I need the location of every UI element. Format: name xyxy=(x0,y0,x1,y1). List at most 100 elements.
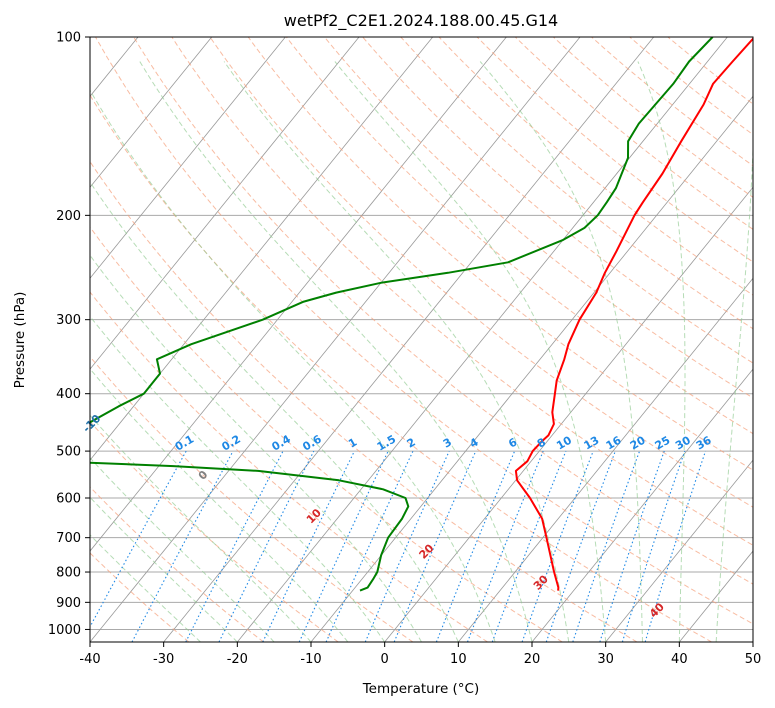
y-tick-label: 600 xyxy=(56,492,81,507)
isotherm xyxy=(310,95,753,642)
dry-adiabat xyxy=(400,37,753,330)
dry-adiabat xyxy=(476,37,753,263)
dry-adiabat-label: 40 xyxy=(647,600,667,620)
dry-adiabat xyxy=(133,37,753,585)
isotherm xyxy=(90,37,434,461)
dry-adiabat xyxy=(247,37,753,471)
moist-adiabat xyxy=(90,457,275,642)
mixing-ratio-line xyxy=(466,450,544,642)
series-layer xyxy=(90,37,753,592)
y-tick-label: 900 xyxy=(56,596,81,611)
dry-adiabat xyxy=(90,355,414,642)
mixing-ratio-label: 3 xyxy=(441,436,454,451)
plot-frame xyxy=(89,36,754,643)
x-tick-label: 50 xyxy=(745,652,762,667)
mixing-ratio-label: 20 xyxy=(628,433,648,452)
mixing-ratio-line xyxy=(545,450,616,642)
mixing-ratio-line xyxy=(218,450,315,642)
mixing-ratio-label: 16 xyxy=(604,433,624,452)
moist-adiabat xyxy=(90,315,386,642)
dry-adiabat xyxy=(90,486,264,642)
moist-adiabat xyxy=(90,496,238,642)
mixing-ratio-label: 0.6 xyxy=(300,432,324,453)
y-axis-label: Pressure (hPa) xyxy=(12,292,28,389)
series-line-2 xyxy=(90,37,714,592)
isotherm xyxy=(531,368,753,642)
dry-adiabat-label: 30 xyxy=(531,572,551,592)
dry-adiabat xyxy=(90,291,488,642)
mixing-ratio-label: 0.1 xyxy=(173,433,196,454)
isotherm xyxy=(90,37,213,188)
mixing-ratio-label: 30 xyxy=(673,433,693,452)
label-layer: 0.1 0.2 0.4 0.6 1 1.5 2 3 4 6 8 10 13 16 20 25 30 36-1001… xyxy=(80,412,714,621)
moist-adiabat xyxy=(479,61,643,642)
dry-adiabat xyxy=(90,94,712,642)
isotherm xyxy=(90,37,286,279)
isotherm xyxy=(384,186,753,642)
x-tick-label: 20 xyxy=(524,652,541,667)
moist-adiabat xyxy=(90,254,422,642)
mixing-ratio-line xyxy=(131,450,234,642)
isotherm xyxy=(90,37,581,642)
moist-adiabat xyxy=(90,368,349,642)
dry-adiabat xyxy=(553,37,753,198)
mixing-ratio-line xyxy=(298,450,389,642)
moist-adiabat xyxy=(90,414,312,642)
x-tick-label: 30 xyxy=(597,652,614,667)
mixing-ratio-label: 4 xyxy=(467,435,480,450)
dry-adiabat-label: 10 xyxy=(304,506,324,526)
dry-adiabat xyxy=(90,160,638,642)
dry-adiabat xyxy=(171,37,753,546)
y-tick-label: 500 xyxy=(56,445,81,460)
series-line-1 xyxy=(514,37,753,591)
x-tick-label: 10 xyxy=(450,652,467,667)
tick-layer: -40 -30 -20 -10 0 10 20 30 40 5010020030040050060… xyxy=(48,31,761,668)
dry-adiabat xyxy=(90,420,339,642)
dry-adiabat-label: 20 xyxy=(417,541,437,561)
y-tick-label: 400 xyxy=(56,387,81,402)
mixing-ratio-label: 10 xyxy=(554,433,574,452)
mixing-ratio-label: 25 xyxy=(653,434,673,453)
dry-adiabat xyxy=(95,37,753,625)
mixing-ratio-line xyxy=(393,450,477,642)
moist-adiabat xyxy=(90,181,459,642)
dry-adiabat xyxy=(90,226,563,642)
dry-adiabat xyxy=(285,37,753,435)
isotherm xyxy=(0,37,64,642)
x-tick-label: 0 xyxy=(381,652,389,667)
x-tick-label: 40 xyxy=(671,652,688,667)
y-tick-label: 300 xyxy=(56,313,81,328)
dry-adiabat xyxy=(209,37,753,508)
isotherm xyxy=(605,459,753,642)
mixing-ratio-label: 0.2 xyxy=(220,433,243,454)
x-tick-label: -30 xyxy=(153,652,174,667)
mixing-ratio-line xyxy=(521,450,594,642)
mixing-ratio-line xyxy=(90,450,187,629)
y-tick-label: 800 xyxy=(56,566,81,581)
isotherm xyxy=(90,37,507,552)
moist-adiabat xyxy=(90,89,496,642)
dry-adiabat xyxy=(362,37,753,364)
moist-adiabat xyxy=(90,534,201,642)
dry-adiabat xyxy=(667,37,753,105)
dry-adiabat-label: -10 xyxy=(80,412,103,435)
mixing-ratio-label: 0.4 xyxy=(270,432,294,453)
mixing-ratio-label: 1 xyxy=(346,436,359,451)
x-tick-label: -10 xyxy=(300,652,321,667)
x-tick-label: -40 xyxy=(79,652,100,667)
mixing-ratio-label: 36 xyxy=(694,433,714,452)
mixing-ratio-line xyxy=(572,450,641,642)
mixing-ratio-line xyxy=(185,450,284,642)
dry-adiabat xyxy=(90,552,190,642)
isotherm xyxy=(163,37,655,642)
grid-layer xyxy=(0,37,753,642)
moist-adiabat xyxy=(334,61,607,642)
isotherm xyxy=(237,37,728,642)
moist-adiabat xyxy=(637,61,686,642)
chart-title: wetPf2_C2E1.2024.188.00.45.G14 xyxy=(284,11,558,31)
dry-adiabat xyxy=(438,37,753,296)
moist-adiabat xyxy=(223,61,570,642)
mixing-ratio-line xyxy=(599,450,665,642)
isotherm xyxy=(458,277,753,642)
